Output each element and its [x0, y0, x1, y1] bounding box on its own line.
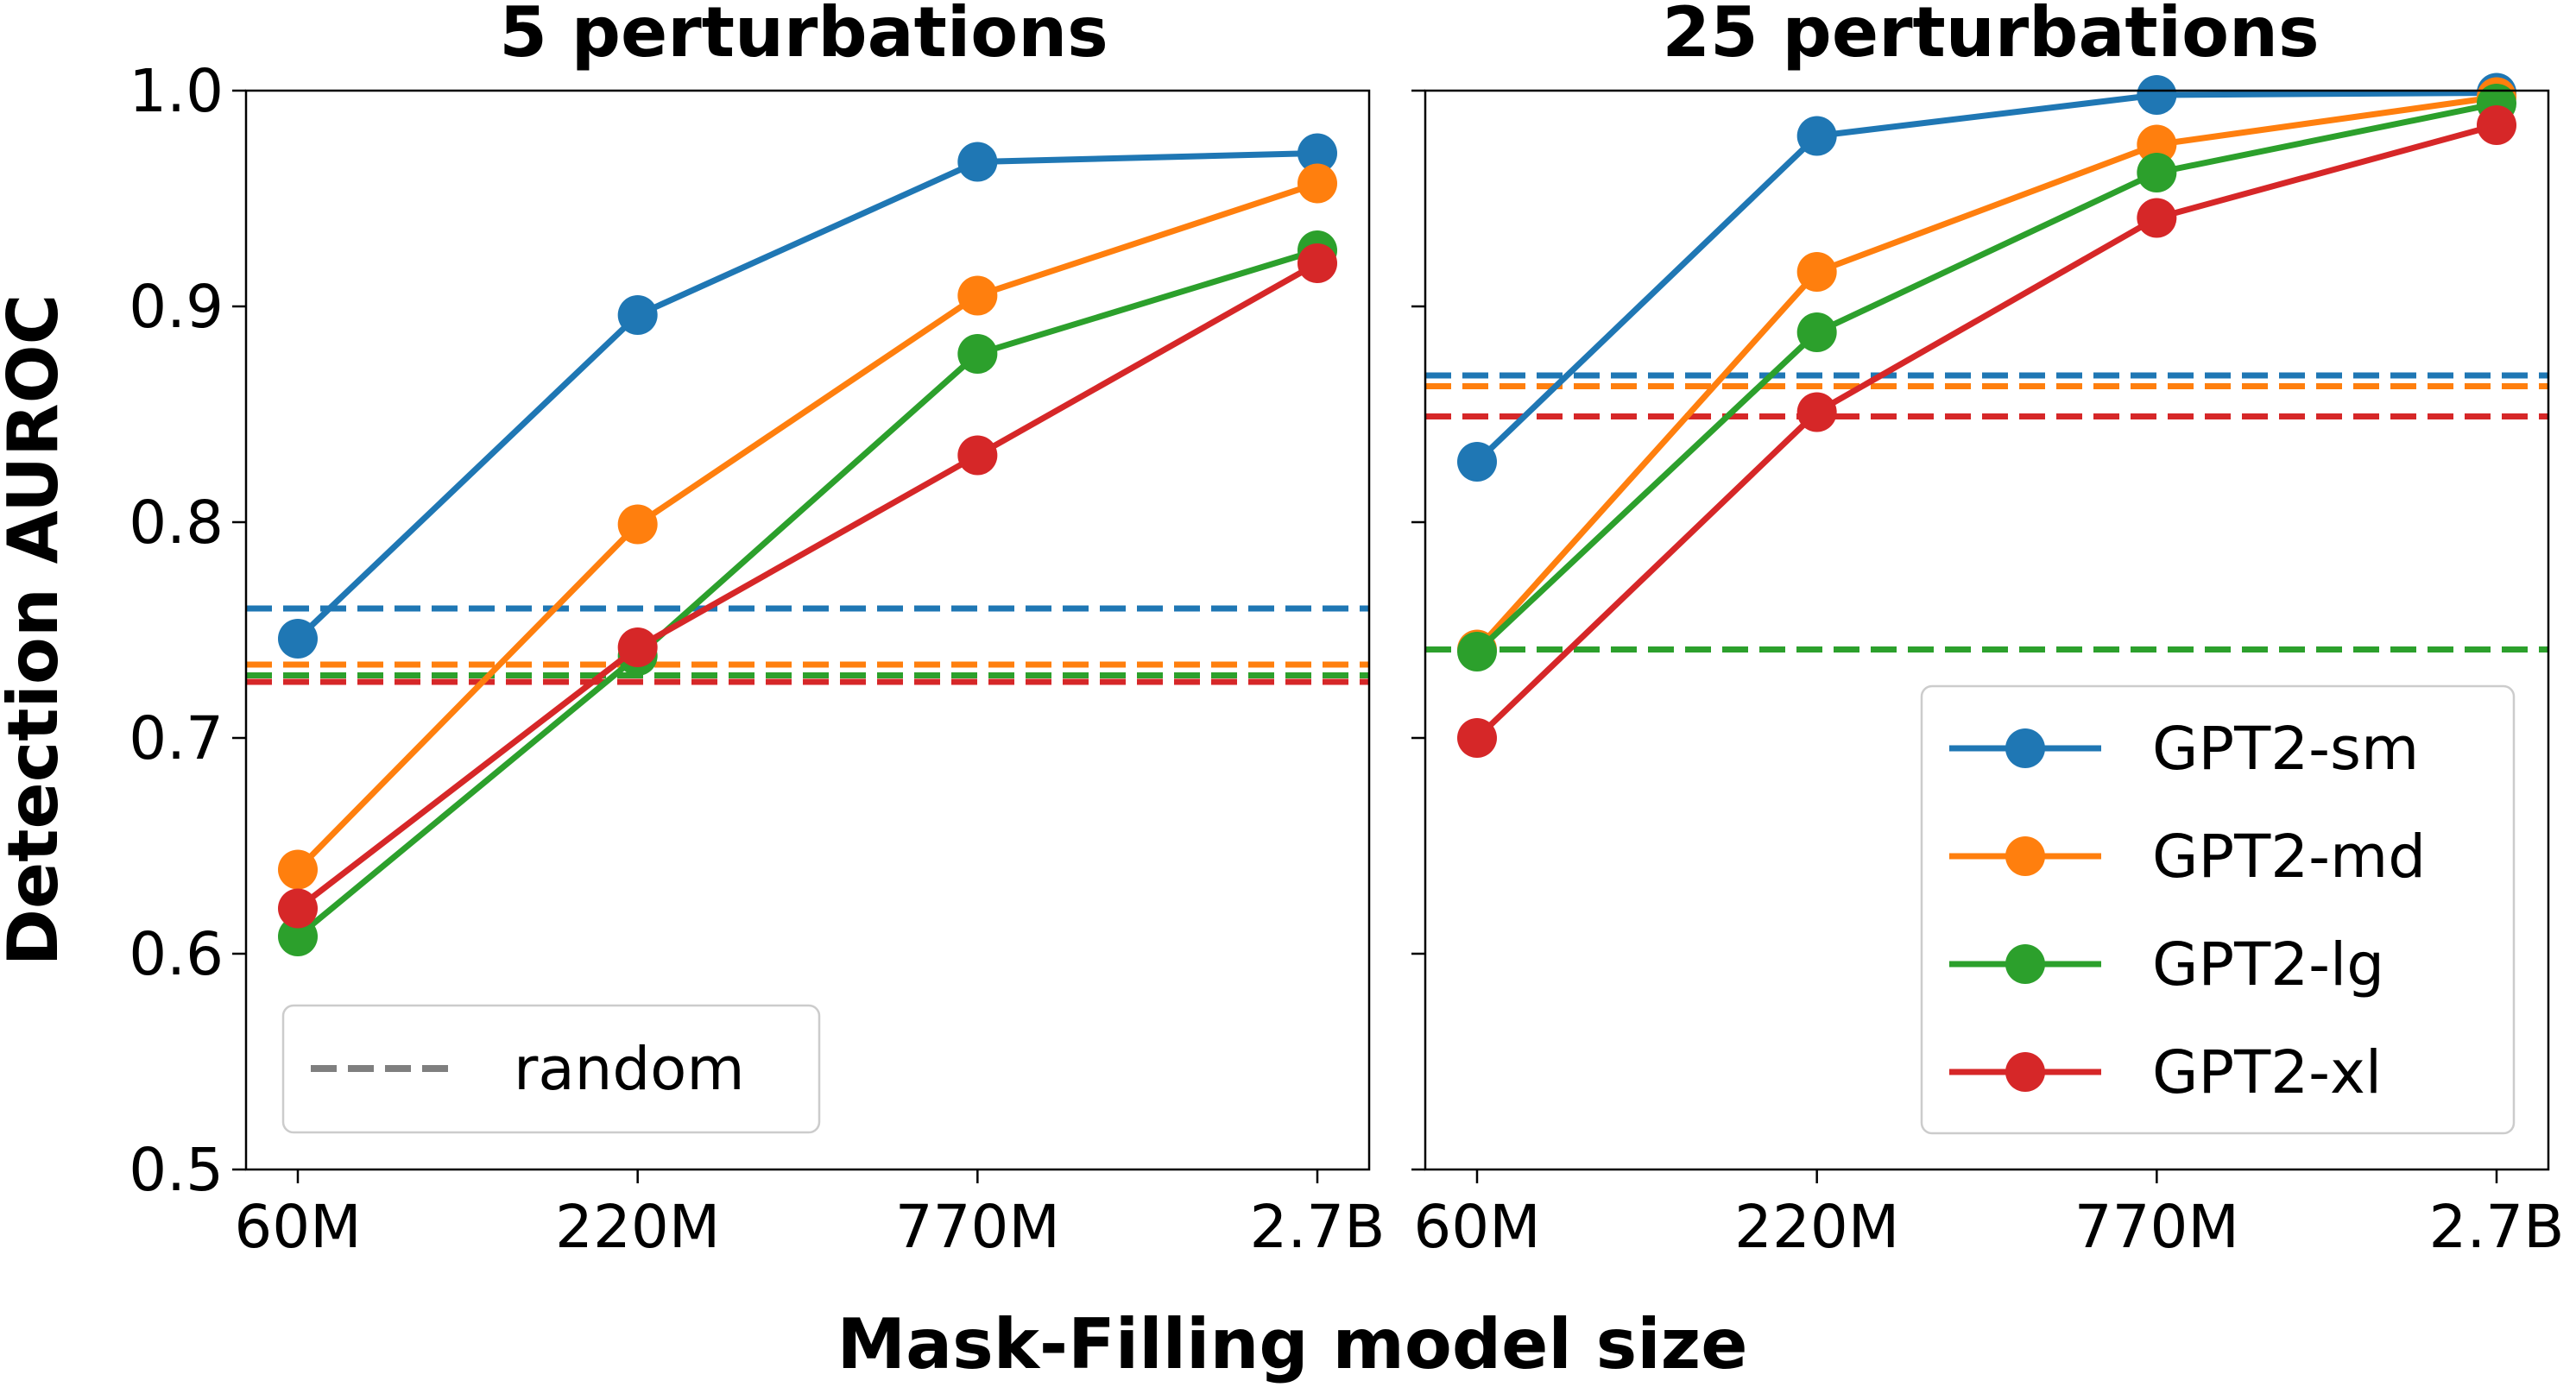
y-tick-label: 1.0: [129, 57, 224, 126]
series-line-gpt2-lg: [1474, 100, 2497, 654]
data-point-gpt2-lg: [957, 334, 998, 374]
data-point-gpt2-sm: [1457, 442, 1497, 482]
series-line-gpt2-xl: [1474, 122, 2497, 741]
data-point-gpt2-xl: [2477, 105, 2516, 145]
panel-title: 5 perturbations: [499, 0, 1108, 73]
data-point-gpt2-xl: [1457, 718, 1497, 758]
data-point-gpt2-sm: [2137, 75, 2177, 115]
legend: GPT2-sm GPT2-md GPT2-lg GPT2-xl: [1920, 684, 2516, 1135]
legend-swatch-marker: [2005, 1052, 2045, 1092]
legend-label: GPT2-md: [2152, 823, 2426, 892]
y-axis-label: Detection AUROC: [0, 294, 73, 967]
legend-entry-gpt2-md: GPT2-md: [1949, 823, 2426, 892]
x-axis-label: Mask-Filling model size: [837, 1304, 1748, 1384]
legend-box: [1920, 684, 2516, 1135]
series-line-gpt2-xl: [295, 260, 1319, 911]
data-point-gpt2-sm: [1796, 116, 1837, 156]
legend-label: GPT2-sm: [2152, 715, 2419, 784]
data-point-gpt2-md: [617, 504, 658, 545]
panel-5-perturbations: 5 perturbations 0.5 0.6 0.7 0.8 0.9 1.0 60M 22…: [129, 0, 1385, 1262]
data-point-gpt2-xl: [2137, 198, 2177, 238]
data-point-gpt2-md: [957, 275, 998, 316]
data-point-gpt2-xl: [278, 888, 318, 929]
data-point-gpt2-md: [1297, 163, 1337, 204]
data-point-gpt2-xl: [1297, 243, 1337, 283]
data-point-gpt2-md: [278, 849, 318, 890]
x-tick-label: 770M: [895, 1193, 1060, 1262]
x-tick-label: 2.7B: [2428, 1193, 2564, 1262]
y-axis: 0.5 0.6 0.7 0.8 0.9 1.0: [129, 57, 246, 1205]
x-axis: 60M 220M 770M 2.7B: [1413, 1169, 2565, 1262]
legend-entry-gpt2-xl: GPT2-xl: [1949, 1038, 2382, 1107]
y-tick-label: 0.7: [129, 704, 224, 773]
data-point-gpt2-lg: [278, 917, 318, 956]
panel-25-perturbations: 25 perturbations 60M 220M 770M 2.7B GPT2-sm…: [1411, 0, 2565, 1262]
data-point-gpt2-xl: [1796, 392, 1837, 432]
data-point-gpt2-sm: [1297, 133, 1337, 173]
legend-entry-gpt2-lg: GPT2-lg: [1949, 930, 2384, 999]
series-line-gpt2-sm: [1474, 90, 2497, 464]
x-axis: 60M 220M 770M 2.7B: [234, 1169, 1386, 1262]
legend-entry-gpt2-sm: GPT2-sm: [1949, 715, 2419, 784]
data-point-gpt2-lg: [2137, 153, 2177, 192]
plot-area: [1425, 73, 2548, 758]
legend-swatch-marker: [2005, 944, 2045, 984]
legend-swatch-marker: [2005, 728, 2045, 768]
legend-swatch-marker: [2005, 836, 2045, 876]
y-tick-label: 0.6: [129, 920, 224, 989]
x-tick-label: 60M: [1413, 1193, 1540, 1262]
panel-title: 25 perturbations: [1662, 0, 2319, 73]
legend-label: GPT2-xl: [2152, 1038, 2382, 1107]
x-tick-label: 220M: [555, 1193, 720, 1262]
data-point-gpt2-lg: [1796, 312, 1837, 352]
data-point-gpt2-sm: [278, 619, 318, 659]
x-tick-label: 770M: [2074, 1193, 2239, 1262]
plot-frame: [244, 89, 1371, 1171]
x-tick-label: 60M: [234, 1193, 361, 1262]
plot-frame: [1424, 89, 2550, 1171]
legend-label: GPT2-lg: [2152, 930, 2384, 999]
plot-area: [246, 133, 1369, 956]
y-tick-label: 0.5: [129, 1136, 224, 1205]
series-line-gpt2-md: [1474, 94, 2497, 652]
y-tick-label: 0.9: [129, 273, 224, 342]
legend-random: random: [281, 1004, 821, 1134]
data-point-gpt2-lg: [1457, 632, 1497, 671]
series-line-gpt2-lg: [295, 247, 1319, 939]
series-line-gpt2-sm: [295, 150, 1318, 641]
legend-box: [281, 1004, 821, 1134]
data-point-gpt2-sm: [617, 295, 658, 335]
y-axis: [1411, 89, 1425, 1171]
data-point-gpt2-sm: [957, 142, 998, 182]
x-tick-label: 220M: [1734, 1193, 1899, 1262]
x-tick-label: 2.7B: [1249, 1193, 1385, 1262]
data-point-gpt2-xl: [617, 627, 658, 667]
data-point-gpt2-md: [1796, 252, 1837, 292]
series-line-gpt2-md: [295, 180, 1319, 872]
y-tick-label: 0.8: [129, 489, 224, 558]
data-point-gpt2-xl: [957, 435, 998, 476]
legend-label-random: random: [514, 1035, 745, 1104]
data-point-gpt2-md: [2137, 124, 2177, 165]
